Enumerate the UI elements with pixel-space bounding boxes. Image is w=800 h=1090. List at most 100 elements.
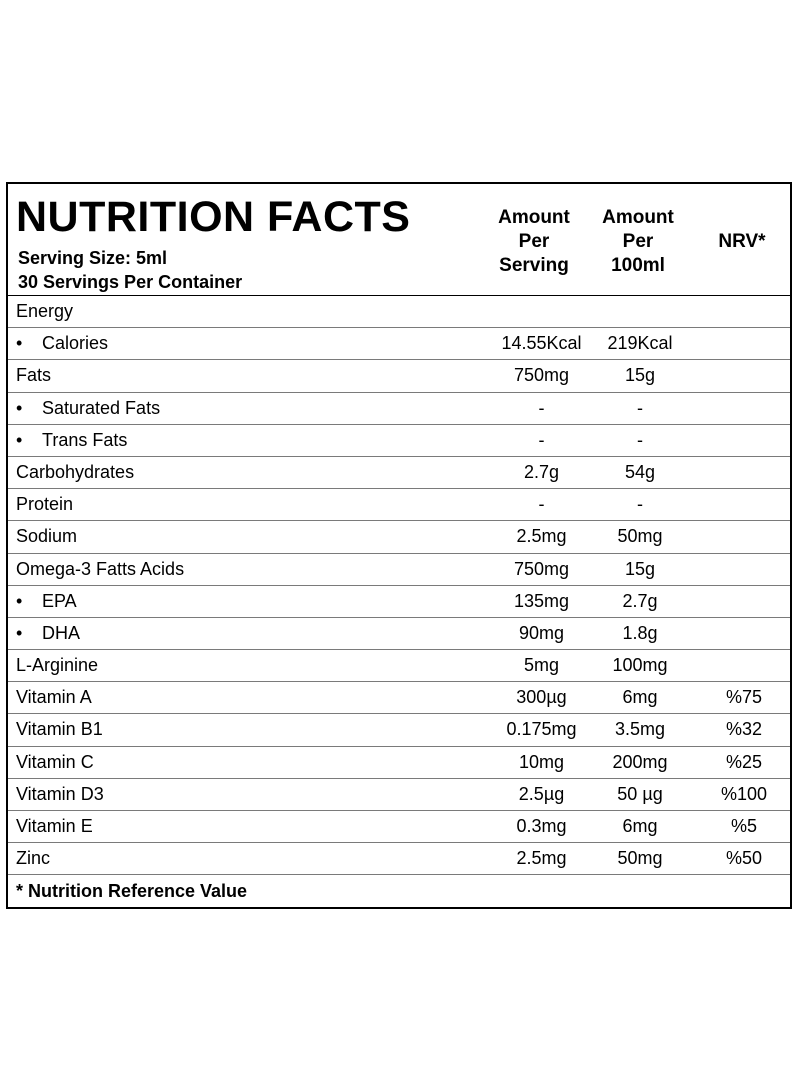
nutrient-name: Vitamin A xyxy=(16,687,92,708)
servings-per-container: 30 Servings Per Container xyxy=(18,272,243,292)
footnote: * Nutrition Reference Value xyxy=(16,881,248,902)
nutrient-label: Vitamin D3 xyxy=(16,779,104,810)
nutrient-name: L-Arginine xyxy=(16,655,99,676)
table-row: • Trans Fats - - xyxy=(8,425,790,457)
nutrient-label: Sodium xyxy=(16,521,77,552)
nutrient-name: Sodium xyxy=(16,526,78,547)
column-header-line: Amount xyxy=(602,207,674,228)
bullet-icon: • xyxy=(16,429,23,450)
label-header: NUTRITION FACTS Serving Size: 5ml 30 Ser… xyxy=(8,184,790,296)
bullet-icon: • xyxy=(16,590,23,611)
nrv-value: %32 xyxy=(725,719,763,740)
nutrient-label: • Trans Fats xyxy=(16,425,127,456)
nutrition-facts-panel: NUTRITION FACTS Serving Size: 5ml 30 Ser… xyxy=(6,182,792,910)
amount-per-serving: 5mg xyxy=(523,655,559,676)
nutrient-name: EPA xyxy=(42,590,77,611)
nutrient-label: L-Arginine xyxy=(16,650,98,681)
amount-per-serving: 2.7g xyxy=(523,461,560,482)
amount-per-100ml: 6mg xyxy=(622,816,658,836)
amount-per-serving: 2.5mg xyxy=(516,848,567,869)
amount-per-100ml: 50 µg xyxy=(617,783,663,804)
amount-per-serving: 300µg xyxy=(516,687,567,708)
table-row: • Saturated Fats - - xyxy=(8,393,790,425)
amount-per-serving: 0.175mg xyxy=(506,719,577,740)
amount-per-serving: 2.5µg xyxy=(518,783,565,804)
nutrient-name: Vitamin D3 xyxy=(16,783,104,804)
amount-per-100ml: 50mg xyxy=(617,848,663,869)
nutrient-name: Vitamin C xyxy=(16,751,94,772)
table-row: Sodium 2.5mg 50mg xyxy=(8,521,790,554)
amount-per-serving: 750mg xyxy=(513,558,570,579)
nutrient-name: Fats xyxy=(16,365,52,386)
amount-per-100ml: 3.5mg xyxy=(614,719,666,740)
nutrient-label: • DHA xyxy=(16,618,80,649)
nutrient-label: Vitamin B1 xyxy=(16,714,103,745)
table-row: Energy xyxy=(8,296,790,329)
table-row: Omega-3 Fatts Acids 750mg 15g xyxy=(8,554,790,586)
page-title: NUTRITION FACTS xyxy=(16,193,411,241)
nrv-value: %25 xyxy=(725,751,763,772)
nrv-value: %75 xyxy=(725,687,763,708)
amount-per-serving: 0.3mg xyxy=(516,816,567,836)
amount-per-serving: 90mg xyxy=(518,622,565,643)
nutrient-name: DHA xyxy=(42,622,81,643)
amount-per-100ml: 15g xyxy=(624,558,656,579)
nutrient-label: • EPA xyxy=(16,586,77,617)
nutrient-name: Omega-3 Fatts Acids xyxy=(16,558,185,579)
amount-per-100ml: 6mg xyxy=(622,687,658,708)
amount-per-serving: - xyxy=(538,429,545,450)
nutrient-table: Energy • Calories 14.55Kcal 219Kcal Fats 750mg… xyxy=(8,296,790,876)
amount-per-serving: 750mg xyxy=(513,365,570,386)
amount-per-serving: 135mg xyxy=(513,590,570,611)
nutrient-name: Vitamin B1 xyxy=(16,719,103,740)
table-row: Vitamin A 300µg 6mg %75 xyxy=(8,682,790,715)
amount-per-100ml: 100mg xyxy=(612,655,668,676)
nutrient-label: • Calories xyxy=(16,328,108,359)
nutrient-label: Vitamin E xyxy=(16,811,93,842)
column-header-nrv: NRV* xyxy=(718,231,766,252)
table-row: Vitamin E 0.3mg 6mg %5 xyxy=(8,811,790,844)
nutrient-label: • Saturated Fats xyxy=(16,393,160,424)
nutrient-name: Vitamin E xyxy=(16,816,93,836)
nutrient-name: Energy xyxy=(16,301,74,321)
nutrient-label: Energy xyxy=(16,296,73,327)
nutrient-label: Vitamin A xyxy=(16,682,92,713)
column-header-line: Serving xyxy=(499,255,569,276)
nutrient-name: Zinc xyxy=(16,848,51,869)
amount-per-100ml: 200mg xyxy=(612,751,668,772)
bullet-icon: • xyxy=(16,622,23,643)
nrv-value: %50 xyxy=(725,848,763,869)
bullet-icon: • xyxy=(16,397,23,418)
amount-per-100ml: 1.8g xyxy=(622,622,658,643)
nrv-value: %5 xyxy=(730,816,757,836)
amount-per-100ml: 219Kcal xyxy=(607,333,673,354)
nutrient-name: Carbohydrates xyxy=(16,461,135,482)
amount-per-serving: 10mg xyxy=(518,751,565,772)
table-row: Vitamin D3 2.5µg 50 µg %100 xyxy=(8,779,790,811)
nutrient-name: Protein xyxy=(16,494,74,515)
table-row: Carbohydrates 2.7g 54g xyxy=(8,457,790,490)
amount-per-serving: - xyxy=(538,397,545,418)
table-row: • DHA 90mg 1.8g xyxy=(8,618,790,651)
amount-per-100ml: 54g xyxy=(624,461,656,482)
amount-per-100ml: - xyxy=(637,397,643,418)
amount-per-100ml: 15g xyxy=(624,365,656,386)
amount-per-serving: - xyxy=(538,494,545,515)
column-header-line: Per xyxy=(518,231,550,252)
serving-size: Serving Size: 5ml xyxy=(18,248,168,268)
column-header-per-100ml: Amount Per 100ml xyxy=(588,206,688,278)
nutrient-name: Trans Fats xyxy=(42,429,128,450)
column-header-per-serving: Amount Per Serving xyxy=(484,206,584,278)
amount-per-100ml: - xyxy=(637,494,643,515)
table-row: • Calories 14.55Kcal 219Kcal xyxy=(8,328,790,361)
table-row: L-Arginine 5mg 100mg xyxy=(8,650,790,683)
table-row: • EPA 135mg 2.7g xyxy=(8,586,790,618)
nutrient-label: Vitamin C xyxy=(16,747,94,778)
column-header-line: 100ml xyxy=(611,255,665,276)
amount-per-100ml: 2.7g xyxy=(622,590,658,611)
table-row: Fats 750mg 15g xyxy=(8,360,790,393)
bullet-icon: • xyxy=(16,333,23,354)
table-row: Vitamin C 10mg 200mg %25 xyxy=(8,747,790,779)
amount-per-serving: 2.5mg xyxy=(516,526,567,547)
